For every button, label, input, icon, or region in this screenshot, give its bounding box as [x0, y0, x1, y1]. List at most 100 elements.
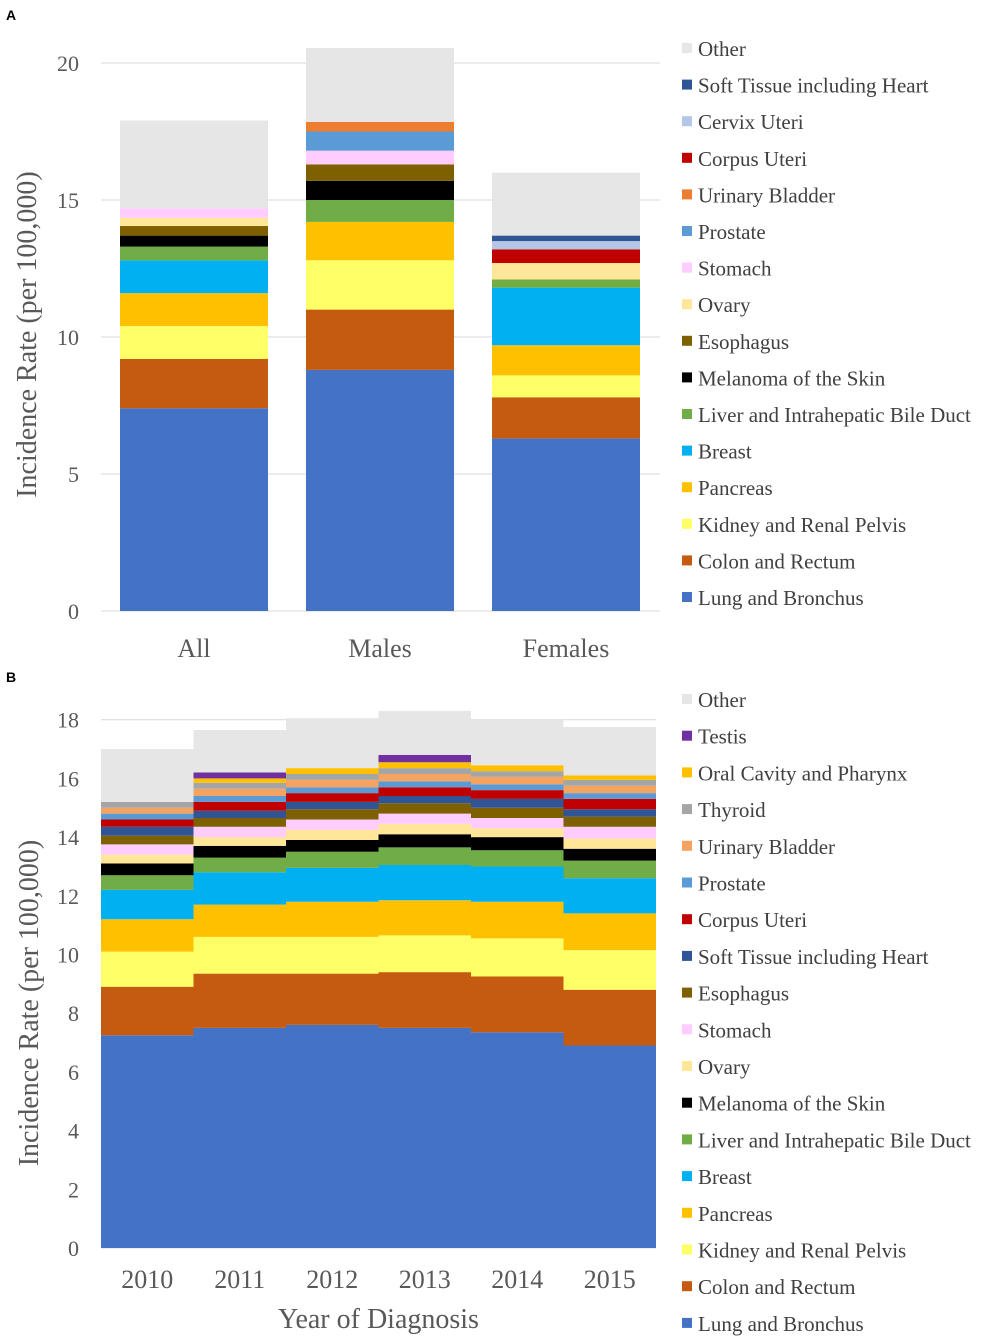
- b-legend-swatch: [682, 694, 692, 704]
- a-y-tick-label: 10: [57, 325, 79, 350]
- b-legend-item-stomach: Stomach: [682, 1018, 772, 1042]
- a-legend-item-kidney-and-renal-pelvis: Kidney and Renal Pelvis: [682, 513, 906, 537]
- bar-segment-females-ovary: [492, 263, 640, 280]
- b-legend-item-corpus-uteri: Corpus Uteri: [682, 908, 807, 932]
- b-legend-item-soft-tissue-including-heart: Soft Tissue including Heart: [682, 945, 929, 969]
- bar-segment-all-ovary: [120, 217, 268, 227]
- a-legend-swatch: [682, 226, 692, 236]
- bar-segment-females-colon-and-rectum: [492, 397, 640, 439]
- b-legend-label: Colon and Rectum: [698, 1275, 855, 1299]
- b-y-tick-label: 10: [57, 943, 79, 968]
- b-legend-swatch: [682, 1317, 692, 1328]
- bar-segment-all-colon-and-rectum: [120, 358, 268, 409]
- b-legend-swatch: [682, 1097, 692, 1108]
- a-legend-label: Esophagus: [698, 330, 789, 354]
- area-series-other: [101, 710, 656, 802]
- b-legend-swatch: [682, 1171, 692, 1182]
- a-legend-swatch: [682, 592, 692, 602]
- bar-segment-males-stomach: [306, 150, 454, 165]
- b-legend-swatch: [682, 840, 692, 851]
- b-legend-label: Pancreas: [698, 1202, 773, 1226]
- bar-segment-all-stomach: [120, 208, 268, 218]
- a-legend-swatch: [682, 43, 692, 53]
- b-legend-item-other: Other: [682, 688, 746, 712]
- bar-segment-all-breast: [120, 260, 268, 294]
- a-legend-item-soft-tissue-including-heart: Soft Tissue including Heart: [682, 74, 929, 98]
- a-legend-swatch: [682, 518, 692, 529]
- a-legend-label: Pancreas: [698, 476, 773, 500]
- b-legend-swatch: [682, 950, 692, 961]
- bar-segment-males-melanoma-of-the-skin: [306, 180, 454, 200]
- panel-b-letter: B: [6, 669, 16, 685]
- a-legend-swatch: [682, 445, 692, 456]
- a-legend-label: Melanoma of the Skin: [698, 366, 886, 390]
- bar-segment-males-other: [306, 47, 454, 122]
- b-legend-item-pancreas: Pancreas: [682, 1202, 773, 1226]
- a-legend-item-stomach: Stomach: [682, 257, 772, 281]
- panel-a-letter: A: [6, 7, 16, 23]
- bar-segment-males-esophagus: [306, 164, 454, 181]
- a-legend-label: Colon and Rectum: [698, 549, 855, 573]
- area-series-esophagus: [101, 803, 656, 845]
- bar-segment-females-liver-and-intrahepatic-bile-duct: [492, 279, 640, 288]
- b-legend-swatch: [682, 877, 692, 888]
- b-legend-label: Oral Cavity and Pharynx: [698, 761, 908, 785]
- bar-segment-all-liver-and-intrahepatic-bile-duct: [120, 246, 268, 261]
- bar-segment-females-corpus-uteri: [492, 249, 640, 264]
- b-legend-swatch: [682, 1024, 692, 1035]
- a-legend-label: Cervix Uteri: [698, 110, 804, 134]
- a-legend-swatch: [682, 79, 692, 90]
- b-legend-swatch: [682, 730, 692, 741]
- area-series-urinary-bladder: [101, 774, 656, 814]
- a-legend-label: Kidney and Renal Pelvis: [698, 513, 906, 537]
- b-legend-item-colon-and-rectum: Colon and Rectum: [682, 1275, 855, 1299]
- b-legend-label: Thyroid: [698, 798, 766, 822]
- b-y-tick-label: 12: [57, 884, 79, 909]
- a-legend-swatch: [682, 152, 692, 163]
- a-legend-swatch: [682, 409, 692, 419]
- bar-segment-all-kidney-and-renal-pelvis: [120, 326, 268, 359]
- a-legend-item-colon-and-rectum: Colon and Rectum: [682, 549, 855, 573]
- a-y-tick-label: 20: [57, 51, 79, 76]
- b-legend-label: Testis: [698, 725, 747, 749]
- bar-segment-males-lung-and-bronchus: [306, 369, 454, 611]
- b-legend-item-kidney-and-renal-pelvis: Kidney and Renal Pelvis: [682, 1239, 906, 1263]
- a-x-category-label: All: [177, 634, 210, 663]
- b-legend-label: Corpus Uteri: [698, 908, 807, 932]
- b-legend-swatch: [682, 1244, 692, 1255]
- area-series-stomach: [101, 813, 656, 855]
- b-legend-swatch: [682, 1207, 692, 1218]
- b-legend-item-thyroid: Thyroid: [682, 798, 766, 822]
- area-series-pancreas: [101, 900, 656, 952]
- area-series-corpus-uteri: [101, 787, 656, 827]
- b-legend-label: Breast: [698, 1165, 752, 1189]
- b-y-tick-label: 6: [68, 1060, 79, 1085]
- a-y-tick-label: 15: [57, 188, 79, 213]
- a-legend-swatch: [682, 116, 692, 127]
- b-y-tick-label: 14: [57, 825, 79, 850]
- b-y-tick-label: 0: [68, 1236, 79, 1261]
- b-x-category-label: 2010: [121, 1265, 173, 1294]
- area-series-testis: [101, 754, 656, 802]
- bar-segment-males-colon-and-rectum: [306, 309, 454, 370]
- b-legend-item-melanoma-of-the-skin: Melanoma of the Skin: [682, 1092, 886, 1116]
- b-legend-item-ovary: Ovary: [682, 1055, 751, 1079]
- b-legend-label: Kidney and Renal Pelvis: [698, 1239, 906, 1263]
- b-legend-item-breast: Breast: [682, 1165, 752, 1189]
- b-legend-label: Lung and Bronchus: [698, 1312, 864, 1336]
- a-legend-label: Ovary: [698, 293, 751, 317]
- a-legend-item-urinary-bladder: Urinary Bladder: [682, 183, 835, 207]
- b-legend-swatch: [682, 914, 692, 925]
- b-legend-label: Ovary: [698, 1055, 751, 1079]
- b-legend-swatch: [682, 987, 692, 998]
- a-legend-label: Breast: [698, 440, 752, 464]
- bar-segment-all-pancreas: [120, 293, 268, 327]
- bar-segment-males-prostate: [306, 131, 454, 151]
- bar-segment-females-breast: [492, 287, 640, 346]
- a-legend-item-prostate: Prostate: [682, 220, 766, 244]
- bar-segment-males-liver-and-intrahepatic-bile-duct: [306, 200, 454, 222]
- bar-segment-females-cervix-uteri: [492, 241, 640, 250]
- a-legend-label: Prostate: [698, 220, 766, 244]
- a-x-category-label: Males: [348, 634, 412, 663]
- b-legend-label: Other: [698, 688, 746, 712]
